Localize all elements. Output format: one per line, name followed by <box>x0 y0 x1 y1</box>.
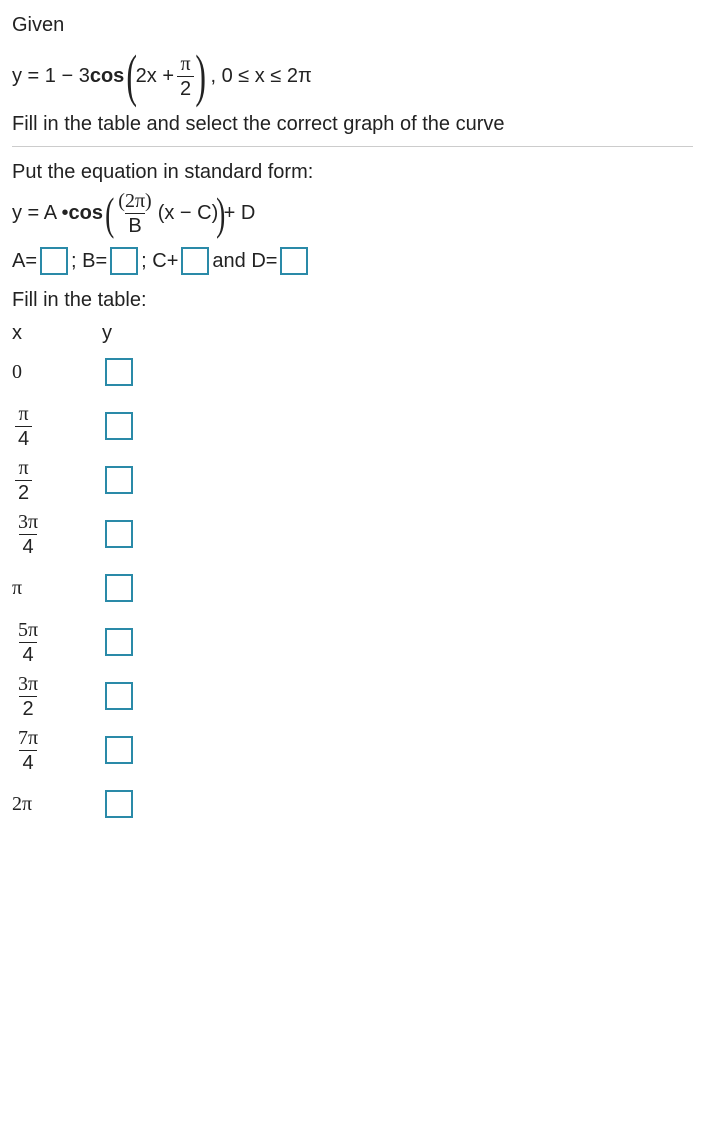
frac-num: 3π <box>15 511 41 534</box>
input-D[interactable] <box>280 247 308 275</box>
table-row: 0 <box>12 345 693 399</box>
table-row: 7π4 <box>12 723 693 777</box>
table-y-cell <box>102 520 136 548</box>
label-A: A= <box>12 250 37 273</box>
input-C[interactable] <box>181 247 209 275</box>
table-row: π4 <box>12 399 693 453</box>
equation-given: y = 1 − 3 cos ( 2x + π 2 ) , 0 ≤ x ≤ 2π <box>12 47 693 105</box>
x-value-fraction: 3π4 <box>15 511 41 558</box>
x-value-fraction: 7π4 <box>15 727 41 774</box>
std-form-intro: Put the equation in standard form: <box>12 161 693 184</box>
input-y-7[interactable] <box>105 736 133 764</box>
table-y-cell <box>102 628 136 656</box>
eq1-fraction: π 2 <box>177 53 194 100</box>
frac-den: 2 <box>15 480 32 504</box>
input-y-6[interactable] <box>105 682 133 710</box>
close-paren-icon: ) <box>195 47 206 105</box>
table-x-cell: 0 <box>12 361 102 384</box>
table-y-cell <box>102 358 136 386</box>
frac-den: 4 <box>19 750 36 774</box>
table-y-cell <box>102 574 136 602</box>
eq1-lhs: y = 1 − 3 <box>12 65 90 88</box>
x-value-fraction: π2 <box>15 457 32 504</box>
table-x-cell: π2 <box>12 457 102 504</box>
table-x-cell: 3π4 <box>12 511 102 558</box>
table-y-cell <box>102 682 136 710</box>
open-paren-icon: ( <box>127 47 138 105</box>
eq1-frac-num: π <box>178 53 194 76</box>
equation-standard-form: y = A • cos ( (2π) B (x − C) ) + D <box>12 190 693 237</box>
table-row: 2π <box>12 777 693 831</box>
close-paren-icon: ) <box>216 191 225 237</box>
frac-den: 4 <box>19 534 36 558</box>
open-paren-icon: ( <box>105 191 114 237</box>
table-x-cell: π4 <box>12 403 102 450</box>
col-y-header: y <box>102 322 112 345</box>
input-y-3[interactable] <box>105 520 133 548</box>
table-row: π <box>12 561 693 615</box>
xy-table: x y 0π4π23π4π5π43π27π42π <box>12 322 693 831</box>
table-y-cell <box>102 736 136 764</box>
frac-den: 4 <box>15 426 32 450</box>
given-label: Given <box>12 14 693 37</box>
x-value: 0 <box>12 361 22 384</box>
x-value-fraction: π4 <box>15 403 32 450</box>
table-y-cell <box>102 466 136 494</box>
eq1-domain: , 0 ≤ x ≤ 2π <box>210 65 311 88</box>
std-cos: cos <box>68 202 102 225</box>
std-fraction: (2π) B <box>115 190 154 237</box>
coefficients-line: A= ; B= ; C+ and D= <box>12 247 693 275</box>
divider <box>12 146 693 147</box>
input-y-8[interactable] <box>105 790 133 818</box>
frac-num: 7π <box>15 727 41 750</box>
eq1-cos: cos <box>90 65 124 88</box>
input-B[interactable] <box>110 247 138 275</box>
std-inner-xc: (x − C) <box>158 202 219 225</box>
input-y-2[interactable] <box>105 466 133 494</box>
frac-den: 2 <box>19 696 36 720</box>
label-and-D: and D= <box>212 250 277 273</box>
col-x-header: x <box>12 322 102 345</box>
label-B: ; B= <box>71 250 107 273</box>
eq1-frac-den: 2 <box>177 76 194 100</box>
table-row: 3π2 <box>12 669 693 723</box>
table-x-cell: 5π4 <box>12 619 102 666</box>
table-x-cell: 7π4 <box>12 727 102 774</box>
table-row: 3π4 <box>12 507 693 561</box>
table-row: π2 <box>12 453 693 507</box>
input-y-4[interactable] <box>105 574 133 602</box>
label-C: ; C+ <box>141 250 178 273</box>
input-y-5[interactable] <box>105 628 133 656</box>
frac-num: 3π <box>15 673 41 696</box>
frac-num: 5π <box>15 619 41 642</box>
x-value: π <box>12 577 22 600</box>
frac-num: π <box>16 457 32 480</box>
eq1-inner-left: 2x + <box>136 65 174 88</box>
input-y-0[interactable] <box>105 358 133 386</box>
std-frac-den: B <box>125 213 144 237</box>
input-A[interactable] <box>40 247 68 275</box>
input-y-1[interactable] <box>105 412 133 440</box>
table-x-cell: 3π2 <box>12 673 102 720</box>
instruction-1: Fill in the table and select the correct… <box>12 113 693 136</box>
table-x-cell: 2π <box>12 793 102 816</box>
table-x-cell: π <box>12 577 102 600</box>
x-value-fraction: 3π2 <box>15 673 41 720</box>
table-y-cell <box>102 412 136 440</box>
frac-num: π <box>16 403 32 426</box>
table-header: x y <box>12 322 693 345</box>
table-y-cell <box>102 790 136 818</box>
table-heading: Fill in the table: <box>12 289 693 312</box>
frac-den: 4 <box>19 642 36 666</box>
std-frac-num: (2π) <box>115 190 154 213</box>
table-row: 5π4 <box>12 615 693 669</box>
std-lhs: y = A • <box>12 202 68 225</box>
std-tail: + D <box>224 202 256 225</box>
x-value: 2π <box>12 793 32 816</box>
x-value-fraction: 5π4 <box>15 619 41 666</box>
